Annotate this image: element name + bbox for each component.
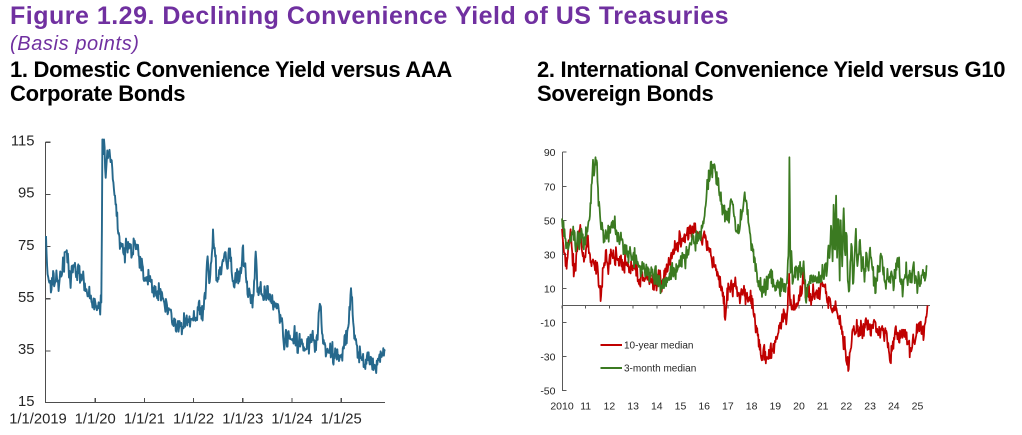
svg-text:3-month median: 3-month median (624, 363, 696, 374)
svg-text:2010: 2010 (550, 400, 574, 412)
svg-text:90: 90 (544, 147, 556, 159)
svg-text:22: 22 (841, 400, 853, 412)
svg-text:-10: -10 (540, 317, 555, 329)
svg-text:19: 19 (769, 400, 781, 412)
svg-text:70: 70 (544, 181, 556, 193)
svg-text:13: 13 (627, 400, 639, 412)
svg-text:17: 17 (722, 400, 734, 412)
svg-text:1/1/23: 1/1/23 (222, 412, 263, 428)
svg-text:55: 55 (18, 290, 34, 306)
svg-text:23: 23 (864, 400, 876, 412)
svg-text:12: 12 (604, 400, 616, 412)
svg-text:30: 30 (544, 249, 556, 261)
svg-text:115: 115 (11, 133, 35, 149)
svg-text:1/1/20: 1/1/20 (75, 412, 116, 428)
svg-text:11: 11 (580, 400, 591, 412)
svg-text:1/1/21: 1/1/21 (124, 412, 165, 428)
svg-text:25: 25 (912, 400, 924, 412)
svg-text:16: 16 (698, 400, 710, 412)
svg-text:21: 21 (817, 400, 829, 412)
svg-text:1/1/22: 1/1/22 (173, 412, 214, 428)
svg-text:10: 10 (544, 283, 556, 295)
svg-text:14: 14 (651, 400, 663, 412)
svg-text:10-year median: 10-year median (624, 340, 693, 351)
svg-text:35: 35 (18, 342, 34, 358)
svg-text:1/1/2019: 1/1/2019 (9, 412, 67, 428)
svg-text:15: 15 (18, 394, 34, 410)
svg-text:50: 50 (544, 215, 556, 227)
svg-text:95: 95 (18, 186, 34, 202)
svg-text:20: 20 (793, 400, 805, 412)
svg-text:-30: -30 (540, 352, 555, 364)
svg-text:1/1/25: 1/1/25 (321, 412, 362, 428)
svg-text:15: 15 (675, 400, 687, 412)
svg-text:75: 75 (18, 238, 34, 254)
svg-text:1/1/24: 1/1/24 (271, 412, 312, 428)
svg-text:24: 24 (888, 400, 900, 412)
svg-text:18: 18 (746, 400, 758, 412)
svg-text:-50: -50 (540, 386, 555, 398)
